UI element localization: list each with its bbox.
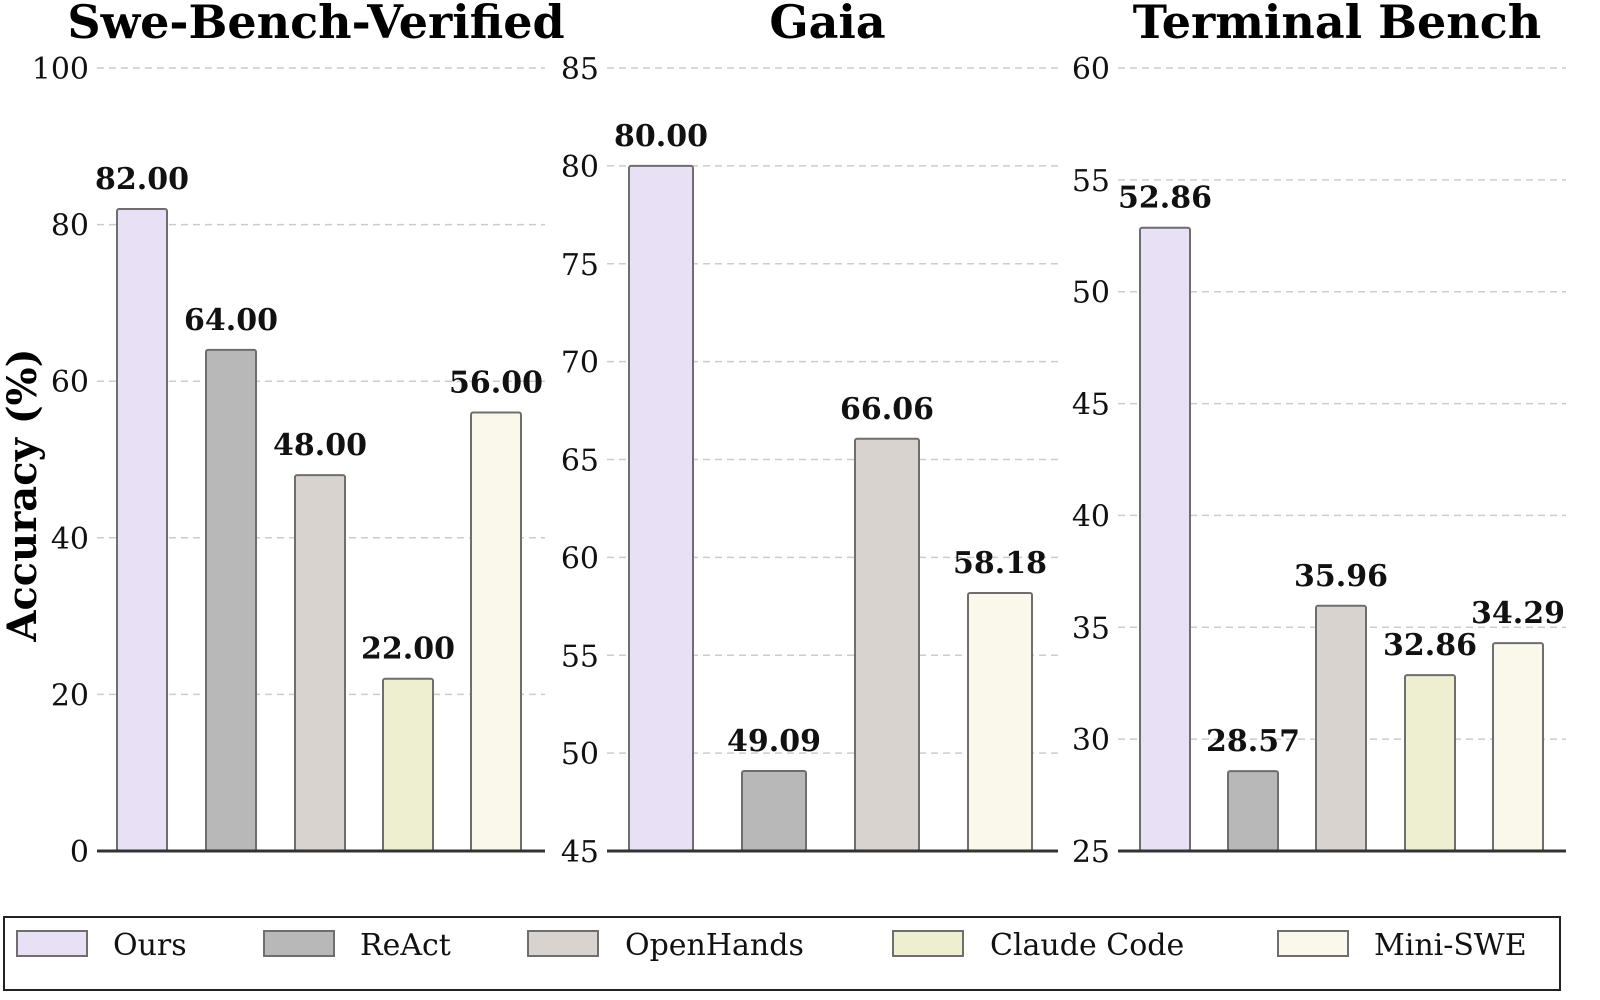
legend-label: ReAct (360, 928, 451, 963)
y-tick-label: 60 (1072, 52, 1110, 87)
data-label: 64.00 (184, 303, 278, 338)
legend-label: Mini-SWE (1374, 928, 1527, 963)
chart-panel-1: 0 20 40 60 80 100 82.00 64.00 48.00 22.00 56.00 Swe… (32, 0, 565, 870)
bar-react (1227, 770, 1279, 852)
bar-mini-swe (967, 592, 1033, 853)
y-tick-label: 80 (561, 150, 599, 185)
y-tick-label: 30 (1072, 723, 1110, 758)
data-label: 56.00 (449, 366, 543, 401)
y-tick-label: 40 (1072, 499, 1110, 534)
bar-mini-swe (470, 411, 522, 852)
y-tick-label: 80 (51, 209, 89, 244)
data-label: 49.09 (727, 724, 821, 759)
y-tick-label: 20 (51, 678, 89, 713)
data-label: 28.57 (1206, 724, 1300, 759)
legend: Ours ReAct OpenHands Claude Code Mini-SWE (3, 916, 1561, 991)
legend-item-openhands: OpenHands (527, 928, 804, 963)
legend-item-react: ReAct (263, 928, 451, 963)
legend-item-ours: Ours (16, 928, 187, 963)
data-label: 82.00 (95, 162, 189, 197)
chart-panels: 0 20 40 60 80 100 82.00 64.00 48.00 22.00 56.00 Swe… (32, 0, 1566, 870)
y-tick-label: 50 (1072, 276, 1110, 311)
panel-title: Swe-Bench-Verified (67, 0, 564, 49)
bar-react (741, 769, 807, 852)
y-tick-label: 35 (1072, 611, 1110, 646)
y-tick-label: 0 (70, 835, 89, 870)
data-label: 34.29 (1471, 596, 1565, 631)
data-label: 35.96 (1294, 559, 1388, 594)
legend-label: Claude Code (990, 928, 1184, 963)
data-label: 22.00 (361, 632, 455, 667)
legend-swatch (527, 930, 599, 957)
bar-openhands (1315, 604, 1367, 852)
panel-title: Gaia (769, 0, 885, 49)
legend-item-mini-swe: Mini-SWE (1277, 928, 1527, 963)
y-tick-label: 60 (561, 541, 599, 576)
bar-openhands (854, 437, 920, 852)
y-tick-label: 40 (51, 522, 89, 557)
bar-mini-swe (1492, 642, 1544, 852)
legend-label: OpenHands (625, 928, 804, 963)
bar-openhands (294, 474, 346, 852)
bar-ours (1139, 226, 1191, 852)
data-label: 80.00 (614, 119, 708, 154)
y-tick-label: 75 (561, 248, 599, 283)
legend-swatch (1277, 930, 1349, 957)
y-tick-label: 45 (561, 835, 599, 870)
bar-ours (116, 207, 168, 852)
data-label: 48.00 (273, 428, 367, 463)
y-tick-label: 45 (1072, 388, 1110, 423)
data-label: 66.06 (840, 392, 934, 427)
y-tick-label: 25 (1072, 835, 1110, 870)
bar-claude-code (382, 677, 434, 852)
chart-panel-2: 45 50 55 60 65 70 75 80 85 80.00 49.09 66.06 58.18 Ga… (561, 0, 1058, 870)
panel-title: Terminal Bench (1133, 0, 1541, 49)
y-tick-label: 55 (561, 639, 599, 674)
data-label: 32.86 (1383, 628, 1477, 663)
y-tick-label: 55 (1072, 164, 1110, 199)
chart-panel-3: 25 30 35 40 45 50 55 60 52.86 28.57 35.96 32.8634.2… (1072, 0, 1566, 870)
data-label: 52.86 (1118, 181, 1212, 216)
y-axis-label: Accuracy (%) (0, 348, 46, 642)
y-tick-label: 65 (561, 444, 599, 479)
y-tick-label: 70 (561, 346, 599, 381)
legend-item-claude-code: Claude Code (892, 928, 1184, 963)
bar-ours (628, 164, 694, 852)
bar-claude-code (1404, 674, 1456, 853)
legend-label: Ours (113, 928, 187, 963)
bar-react (205, 348, 257, 852)
y-tick-label: 50 (561, 737, 599, 772)
legend-swatch (263, 930, 335, 957)
y-tick-label: 60 (51, 365, 89, 400)
legend-swatch (16, 930, 88, 957)
legend-swatch (892, 930, 964, 957)
data-label: 58.18 (953, 546, 1047, 581)
y-tick-label: 100 (32, 52, 89, 87)
y-tick-label: 85 (561, 52, 599, 87)
